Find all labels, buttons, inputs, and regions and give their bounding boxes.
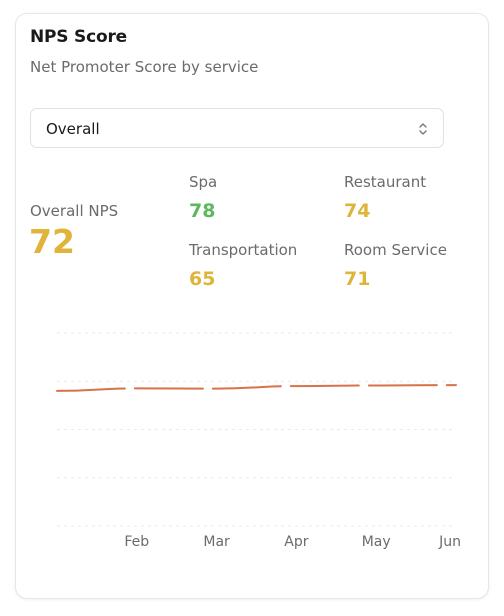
data-point-jun <box>452 381 460 389</box>
overall-nps-label: Overall NPS <box>30 202 119 220</box>
service-select-value: Overall <box>46 120 100 138</box>
chart-grid <box>57 332 456 527</box>
metric-label-spa: Spa <box>189 173 218 191</box>
data-point-feb <box>133 384 141 392</box>
x-tick-label-mar: Mar <box>203 534 230 550</box>
metric-label-room-service: Room Service <box>344 241 447 259</box>
metric-label-restaurant: Restaurant <box>344 173 427 191</box>
x-tick-label-may: May <box>362 534 391 550</box>
x-tick-label-apr: Apr <box>284 534 308 550</box>
chart-line-layer <box>53 381 460 395</box>
metric-value-transportation: 65 <box>189 268 216 290</box>
metric-value-room-service: 71 <box>344 268 371 290</box>
data-point-jan <box>53 387 61 395</box>
nps-trend-chart: Feb Mar Apr May Jun <box>53 332 461 550</box>
x-tick-label-feb: Feb <box>124 534 149 550</box>
x-tick-label-jun: Jun <box>438 534 461 550</box>
metric-label-transportation: Transportation <box>189 241 298 259</box>
nps-series-line <box>56 384 457 392</box>
card-title: NPS Score <box>30 27 127 47</box>
data-point-mar <box>213 385 221 393</box>
chevron-up-down-icon <box>419 123 427 135</box>
metric-value-restaurant: 74 <box>344 200 371 222</box>
data-point-may <box>372 381 380 389</box>
service-select[interactable]: Overall <box>30 108 444 148</box>
overall-nps-value: 72 <box>29 222 75 261</box>
data-point-apr <box>292 382 300 390</box>
chart-x-axis: Feb Mar Apr May Jun <box>124 534 461 550</box>
metric-value-spa: 78 <box>189 200 216 222</box>
card-subtitle: Net Promoter Score by service <box>30 58 259 76</box>
